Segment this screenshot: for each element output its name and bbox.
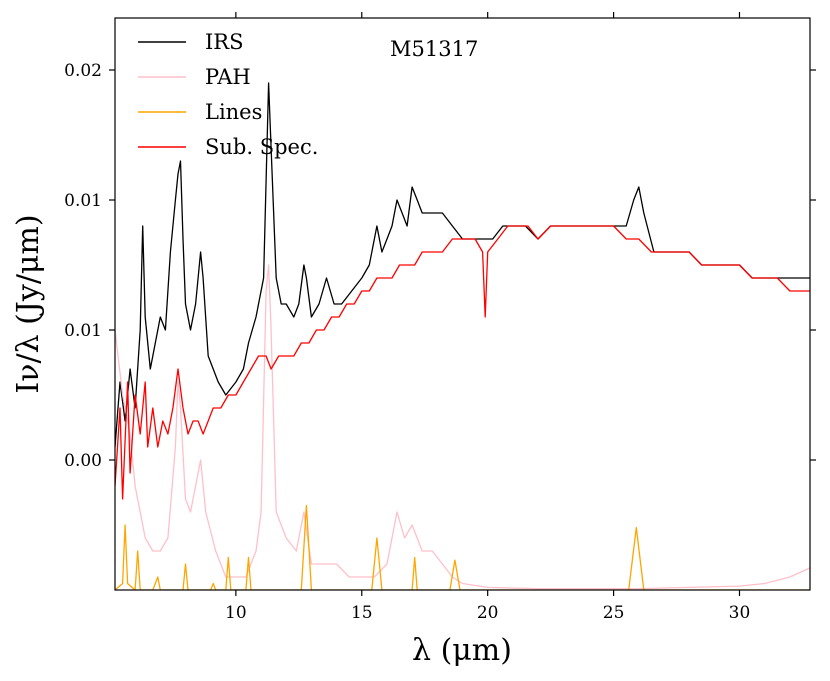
tick-layer: 10 15 20 25 30 0.00 0.01 0.01 0.02 [64,12,816,623]
x-tick-label: 30 [729,603,751,623]
x-tick-label: 10 [225,603,247,623]
data-layer [115,82,810,590]
y-tick-label: 0.00 [64,451,102,471]
legend-label: Sub. Spec. [205,135,318,159]
y-tick-label: 0.02 [64,61,102,81]
y-tick-label: 0.01 [64,321,102,341]
legend-label: PAH [205,65,251,89]
x-tick-label: 20 [477,603,499,623]
plot-frame [114,17,811,591]
legend: IRS PAH Lines Sub. Spec. [138,30,318,159]
series-line-sub-spec [115,225,810,500]
y-axis-label: Iν/λ (Jy/μm) [11,214,46,393]
legend-label: Lines [205,100,262,124]
series-line-irs [115,82,810,448]
x-tick-label: 25 [603,603,625,623]
y-tick-label: 0.01 [64,191,102,211]
legend-label: IRS [205,30,244,54]
x-tick-label: 15 [351,603,373,623]
chart-title: M51317 [390,37,478,61]
plot-background [115,18,810,590]
x-axis-label: λ (μm) [412,633,512,668]
series-line-pah [115,264,810,590]
